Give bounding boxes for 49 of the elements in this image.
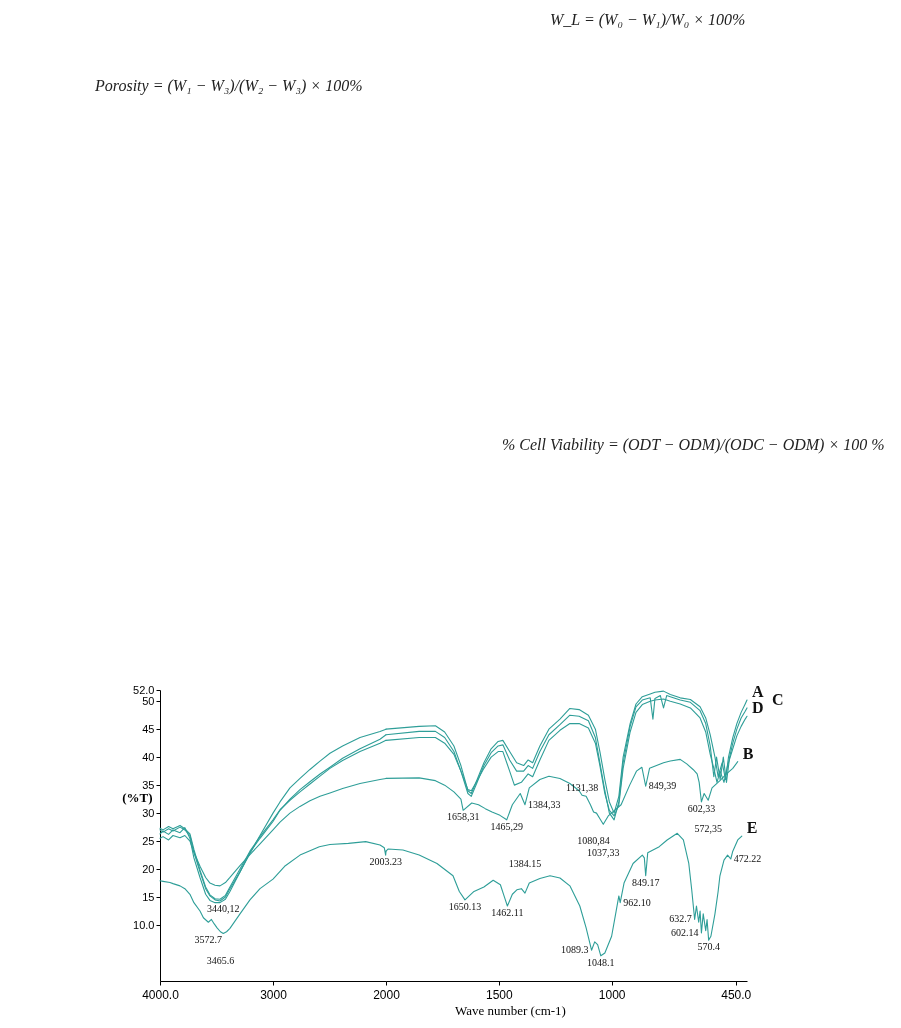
y-tick-label: 10.0 bbox=[133, 918, 155, 931]
annotation: 849.17 bbox=[631, 876, 660, 888]
series-label: E bbox=[746, 819, 758, 837]
y-axis-title: (%T) bbox=[122, 790, 153, 806]
annotation: 2003.23 bbox=[369, 856, 402, 868]
annotation: 602,33 bbox=[687, 802, 716, 814]
y-tick-label: 30 bbox=[142, 806, 155, 819]
series-label: A bbox=[752, 683, 764, 701]
annotation: 1462.11 bbox=[491, 907, 524, 919]
annotation: 1048.1 bbox=[587, 956, 615, 968]
annotation: 1658,31 bbox=[446, 811, 480, 823]
x-tick-label: 4000.0 bbox=[142, 987, 180, 1002]
y-tick-label: 35 bbox=[142, 778, 155, 791]
series-label: D bbox=[752, 699, 764, 717]
annotation: 1650.13 bbox=[448, 900, 482, 912]
text: W_L = (W₀ − W₁)/W₀ × 100% bbox=[550, 11, 746, 29]
y-tick-label: 40 bbox=[142, 750, 155, 763]
y-tick-label: 50 bbox=[142, 694, 155, 707]
annotation: 962.10 bbox=[623, 896, 651, 908]
annotation: 849,39 bbox=[648, 780, 677, 792]
series-label: C bbox=[772, 690, 784, 708]
y-tick-label: 15 bbox=[142, 890, 155, 903]
annotation: 1080,84 bbox=[577, 835, 610, 846]
x-tick-label: 1000 bbox=[598, 987, 626, 1002]
x-tick-label: 3000 bbox=[260, 987, 288, 1002]
annotation: 1384,33 bbox=[527, 798, 561, 810]
series-label: B bbox=[742, 744, 754, 762]
y-tick-label: 45 bbox=[142, 722, 155, 735]
x-tick-label: 1500 bbox=[485, 987, 513, 1002]
annotation: 1037,33 bbox=[587, 847, 620, 859]
annotation: 632.7 bbox=[669, 913, 692, 925]
annotation: 3572.7 bbox=[194, 934, 223, 946]
y-tick-label: 20 bbox=[142, 862, 155, 875]
annotation: 3440,12 bbox=[207, 902, 240, 914]
annotation: 1465,29 bbox=[490, 820, 523, 832]
annotation: 3465.6 bbox=[206, 954, 235, 966]
text: % Cell Viability = (ODT − ODM)/(ODC − ODM) × 100 % bbox=[502, 436, 885, 454]
annotation: 602.14 bbox=[670, 926, 699, 938]
annotation: 1089.3 bbox=[561, 944, 589, 956]
text: Porosity = (W₁ − W₃)/(W₂ − W₃) × 100% bbox=[94, 77, 363, 95]
annotation: 1384.15 bbox=[508, 858, 542, 870]
annotation: 570.4 bbox=[697, 941, 720, 953]
x-tick-label: 2000 bbox=[373, 987, 401, 1002]
annotation: 472.22 bbox=[733, 853, 762, 864]
annotation: 572,35 bbox=[694, 823, 722, 835]
x-axis-title: Wave number (cm-1) bbox=[455, 1002, 566, 1018]
y-tick-label: 52.0 bbox=[133, 683, 155, 696]
y-tick-label: 25 bbox=[142, 834, 155, 847]
x-tick-label: 450.0 bbox=[721, 987, 752, 1002]
